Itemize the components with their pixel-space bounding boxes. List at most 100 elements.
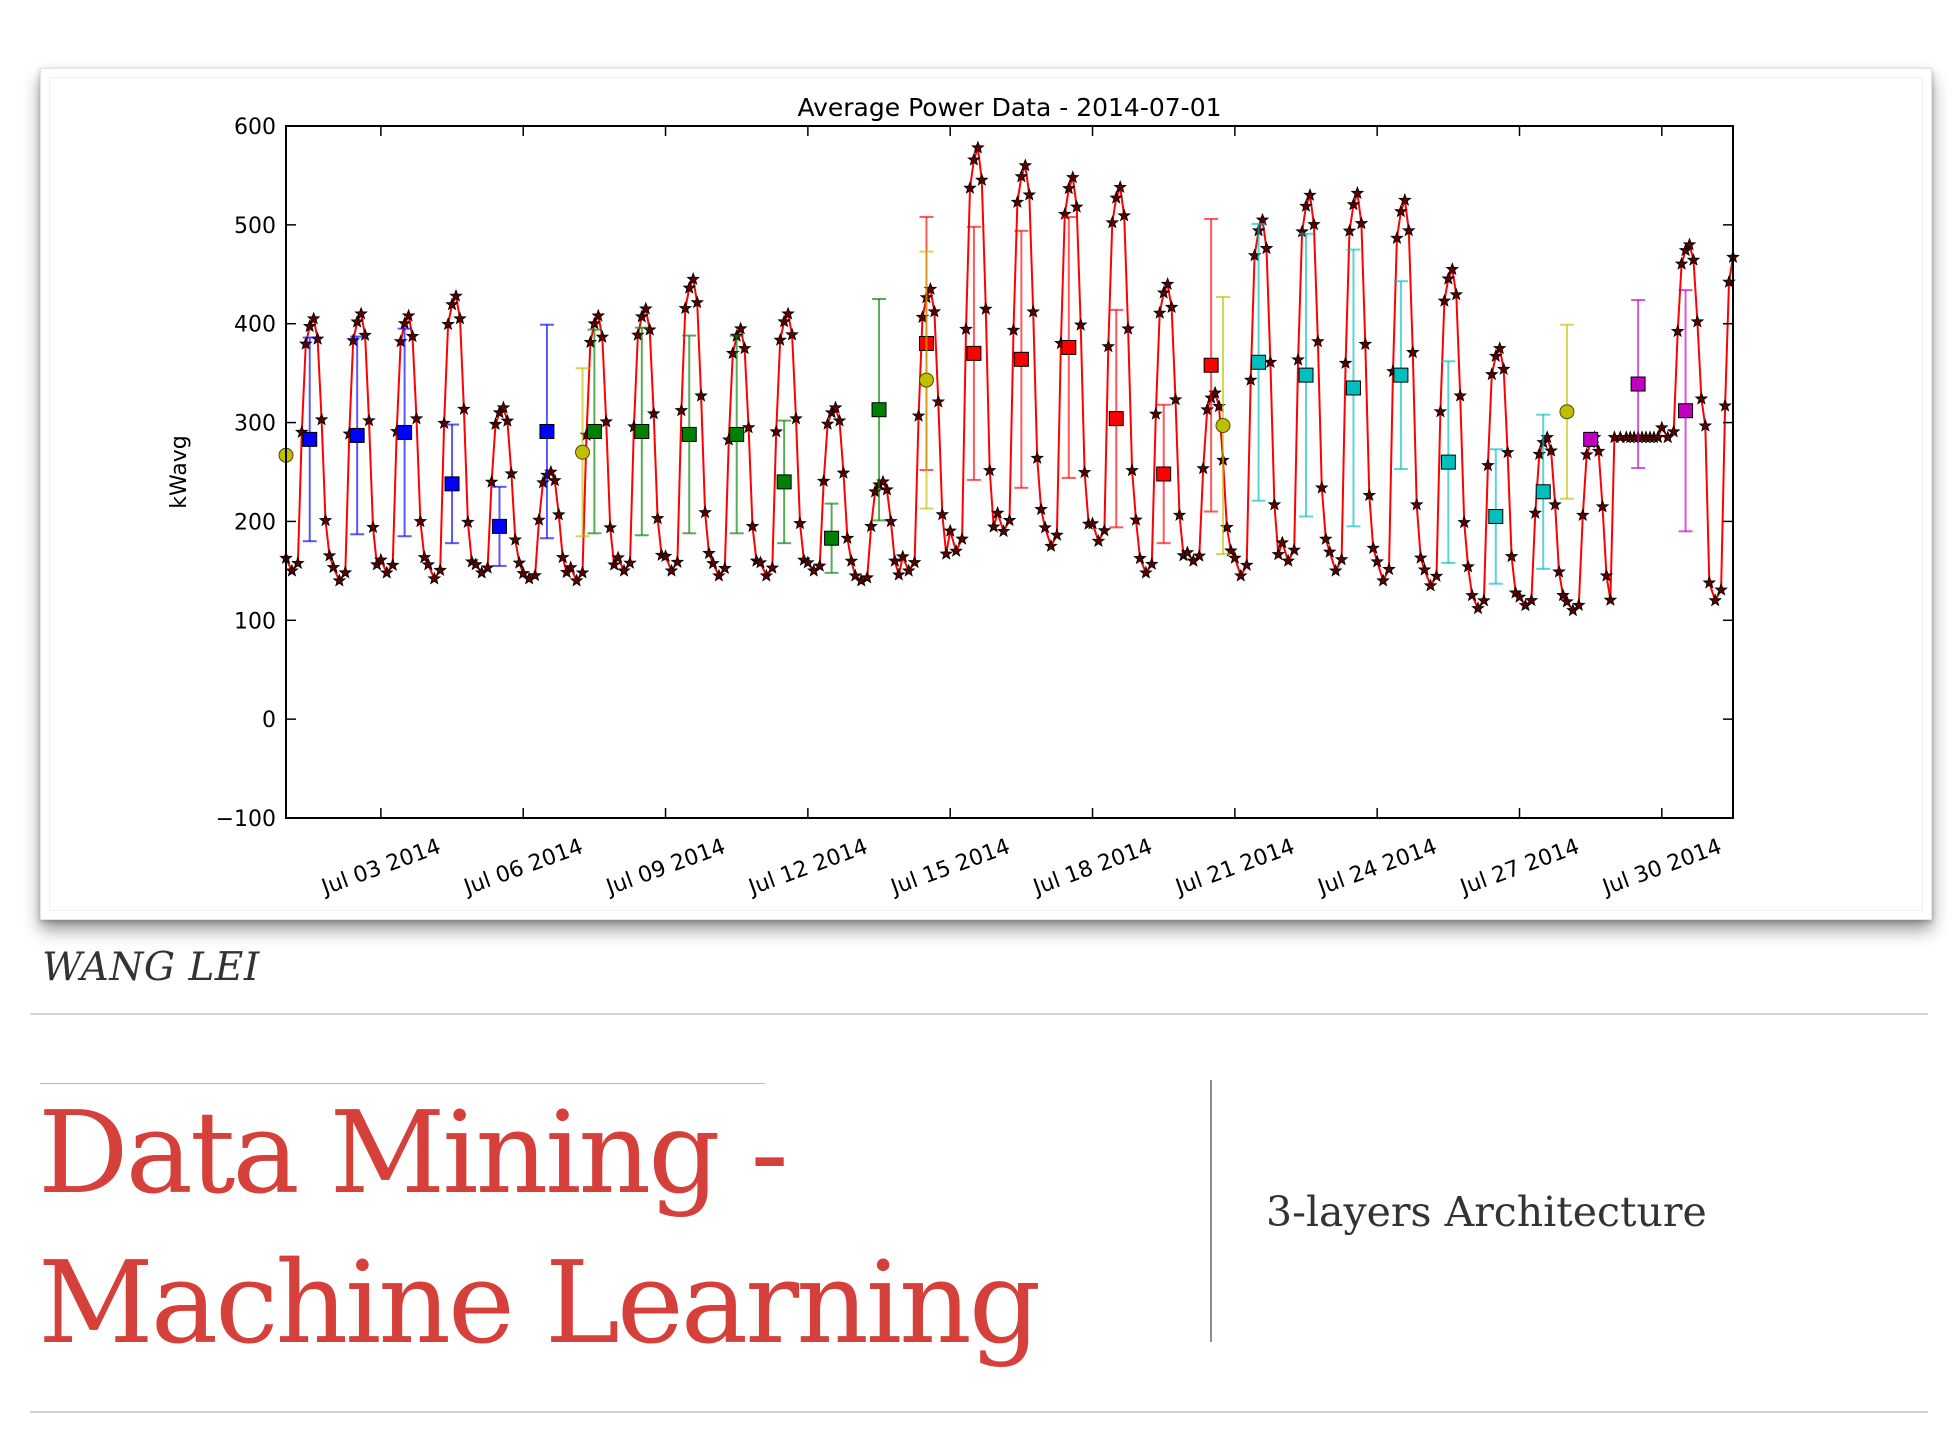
star-marker [678,301,693,315]
star-marker [508,532,523,546]
star-marker [698,505,712,519]
star-marker [895,549,910,563]
daily-mean-marker [1488,508,1504,524]
daily-mean-marker [1061,339,1077,355]
star-marker [453,311,467,325]
star-marker [1655,420,1669,434]
star-marker [959,322,973,336]
star-marker [892,567,906,581]
star-marker [1156,285,1171,299]
star-marker [496,400,511,414]
star-marker [1394,204,1408,218]
star-marker [1014,169,1029,183]
star-marker [437,416,451,430]
star-marker [844,553,859,567]
star-marker [690,295,704,309]
star-marker [1319,531,1333,545]
star-marker [1433,404,1448,418]
star-marker [1512,589,1527,603]
daily-mean-marker [1013,351,1029,367]
star-marker [1579,447,1594,461]
star-marker [1139,565,1153,579]
star-marker [354,306,368,320]
y-tick-label: 300 [234,412,276,437]
daily-mean-marker [729,426,745,442]
star-marker [1346,197,1361,211]
star-marker [1413,550,1428,564]
star-marker [599,414,613,428]
x-tick-label: Jul 24 2014 [1313,834,1440,901]
star-marker [1548,497,1562,511]
star-marker [1453,388,1467,402]
star-marker [1591,444,1606,458]
x-tick-label: Jul 18 2014 [1028,834,1155,901]
star-marker [931,394,946,408]
star-marker [674,403,689,417]
star-marker [635,309,649,323]
star-marker [1354,216,1369,230]
x-tick-label: Jul 21 2014 [1171,834,1298,901]
title-line-2: Machine Learning [38,1237,1041,1369]
star-marker [1603,592,1618,606]
star-marker [1449,287,1464,301]
star-marker [1010,194,1025,208]
star-marker [1471,601,1485,615]
star-marker [1018,158,1033,172]
star-marker [623,555,637,569]
weekly-mean-marker [575,444,591,460]
star-marker [1328,563,1343,577]
x-tick-label: Jul 15 2014 [886,834,1013,901]
star-marker [828,400,843,414]
star-marker [1101,339,1116,353]
star-marker [1160,277,1175,290]
star-marker [291,556,305,570]
star-marker [433,563,447,577]
star-marker [741,420,756,434]
star-marker [587,316,602,330]
star-marker [1366,541,1380,555]
title-accent-line [40,1083,765,1084]
star-marker [1322,544,1337,558]
star-marker [777,314,791,328]
weekly-mean-marker [1215,418,1231,434]
star-marker [1524,593,1539,607]
top-rule [30,1013,1928,1015]
star-marker [773,332,787,346]
star-marker [318,513,333,527]
star-marker [1255,212,1270,226]
daily-mean-marker [302,431,318,447]
star-marker [480,560,495,574]
star-marker [639,301,653,315]
star-marker [1572,598,1586,612]
star-marker [1299,199,1313,212]
star-marker [1702,575,1717,589]
daily-mean-marker [349,427,365,443]
star-marker [1485,367,1499,381]
star-marker [963,180,977,194]
star-marker [1267,497,1282,511]
star-marker [1423,578,1438,592]
y-tick-label: 400 [234,313,276,338]
star-marker [358,328,372,341]
star-marker [1397,192,1412,206]
star-marker [1402,223,1416,237]
star-marker [611,550,625,564]
star-marker [686,272,700,286]
star-marker [1358,337,1373,351]
star-marker [820,416,835,430]
star-marker [1271,547,1286,561]
daily-mean-marker [491,518,507,534]
star-marker [607,557,622,571]
star-marker [706,556,720,570]
star-marker [1492,341,1507,355]
weekly-mean-marker [1559,404,1575,420]
star-marker [1073,317,1088,331]
x-tick-label: Jul 12 2014 [744,834,871,901]
star-marker [1382,562,1396,576]
y-tick-label: −100 [216,807,276,832]
star-marker [1504,549,1519,563]
star-marker [461,515,475,529]
star-marker [1544,443,1558,457]
star-marker [1069,199,1084,213]
star-marker [864,519,878,533]
